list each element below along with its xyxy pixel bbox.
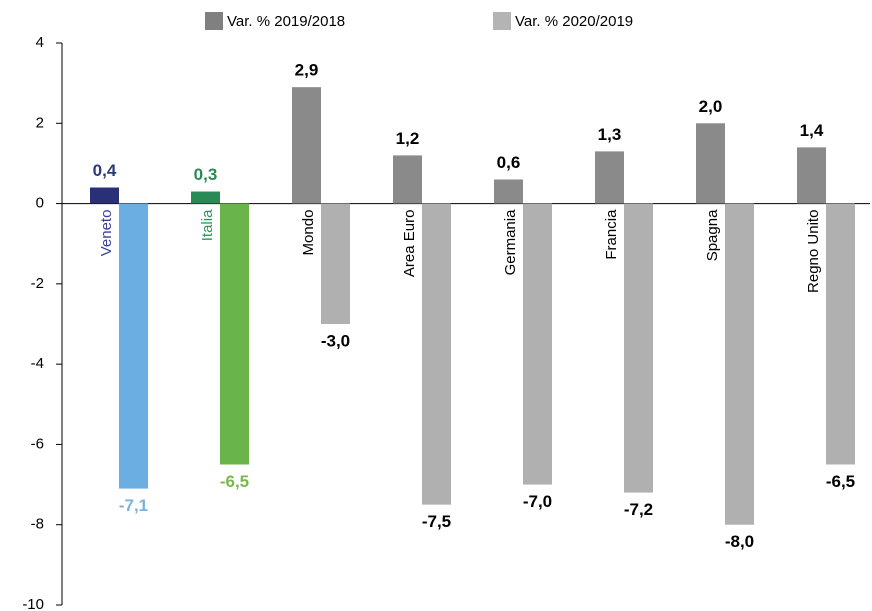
- y-tick-label: -4: [31, 355, 44, 372]
- value-label: -3,0: [321, 331, 350, 350]
- y-tick-label: -8: [31, 516, 44, 533]
- bar: [191, 191, 220, 204]
- x-tick-label: Francia: [603, 209, 620, 260]
- bar: [220, 203, 249, 465]
- bar: [725, 203, 754, 525]
- x-tick-label: Mondo: [300, 210, 317, 256]
- bar: [696, 123, 725, 204]
- bar: [119, 203, 148, 489]
- value-label: 1,3: [598, 125, 622, 144]
- legend-swatch: [493, 12, 511, 30]
- bar: [826, 203, 855, 465]
- bar: [494, 179, 523, 204]
- value-label: -7,5: [422, 512, 451, 531]
- value-label: 0,4: [93, 161, 117, 180]
- bar: [321, 203, 350, 324]
- x-tick-label: Italia: [199, 209, 216, 241]
- bar: [90, 187, 119, 204]
- x-tick-label: Germania: [502, 209, 519, 276]
- value-label: 0,6: [497, 153, 521, 172]
- legend-label: Var. % 2020/2019: [515, 13, 633, 30]
- y-tick-label: -2: [31, 275, 44, 292]
- y-tick-label: -10: [22, 596, 44, 611]
- bar: [292, 87, 321, 204]
- bar: [797, 147, 826, 204]
- value-label: -7,0: [523, 492, 552, 511]
- value-label: -7,2: [624, 500, 653, 519]
- value-label: -7,1: [119, 496, 148, 515]
- bar: [523, 203, 552, 485]
- legend-swatch: [205, 12, 223, 30]
- value-label: -6,5: [220, 472, 249, 491]
- y-tick-label: 2: [36, 114, 44, 131]
- legend-label: Var. % 2019/2018: [227, 13, 345, 30]
- bar: [393, 155, 422, 204]
- value-label: -6,5: [826, 472, 855, 491]
- bar: [422, 203, 451, 505]
- value-label: 2,9: [295, 61, 319, 80]
- x-tick-label: Regno Unito: [805, 210, 822, 293]
- value-label: -8,0: [725, 532, 754, 551]
- x-tick-label: Area Euro: [401, 210, 418, 278]
- x-tick-label: Spagna: [704, 209, 721, 261]
- value-label: 0,3: [194, 165, 218, 184]
- value-label: 1,2: [396, 129, 420, 148]
- y-tick-label: 4: [36, 34, 44, 51]
- y-tick-label: 0: [36, 195, 44, 212]
- x-tick-label: Veneto: [98, 210, 115, 257]
- bar: [624, 203, 653, 493]
- value-label: 2,0: [699, 97, 723, 116]
- value-label: 1,4: [800, 121, 824, 140]
- bar: [595, 151, 624, 204]
- y-tick-label: -6: [31, 435, 44, 452]
